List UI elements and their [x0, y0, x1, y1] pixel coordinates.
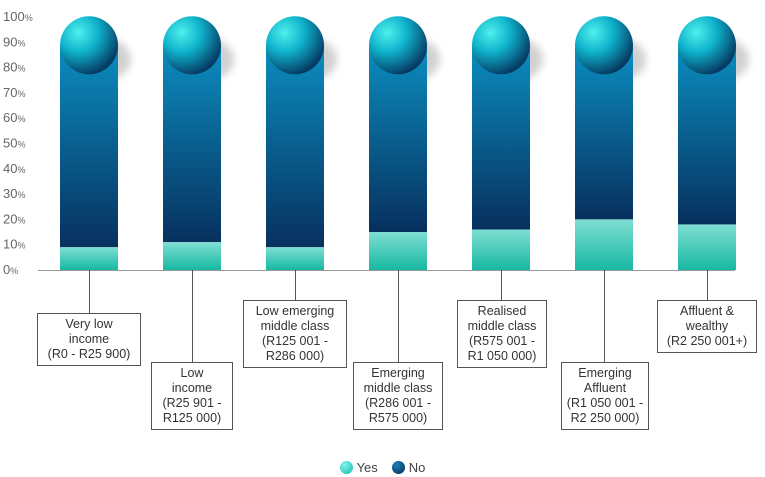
y-tick-label: 80% — [3, 60, 25, 75]
bar-yes-0 — [60, 247, 118, 270]
category-label-0: Very low income (R0 - R25 900) — [37, 313, 141, 366]
bar-no-4 — [472, 45, 530, 230]
bar-yes-1 — [163, 242, 221, 270]
y-tick-label: 30% — [3, 186, 25, 201]
bar-no-6 — [678, 45, 736, 225]
bar-cap-4 — [472, 16, 530, 75]
y-tick-unit: % — [17, 190, 25, 200]
y-tick-label: 20% — [3, 211, 25, 226]
y-tick-label: 100% — [3, 9, 33, 24]
bar-no-0 — [60, 45, 118, 248]
category-label-6: Affluent & wealthy (R2 250 001+) — [657, 300, 757, 353]
y-tick-label: 60% — [3, 110, 25, 125]
y-tick-unit: % — [17, 241, 25, 251]
legend-item-yes: Yes — [339, 459, 378, 475]
bar-cap-5 — [575, 16, 633, 75]
category-label-1: Low income (R25 901 - R125 000) — [151, 362, 233, 430]
bar-yes-3 — [369, 232, 427, 270]
y-tick-unit: % — [10, 266, 18, 276]
y-tick-unit: % — [17, 89, 25, 99]
y-tick-label: 70% — [3, 85, 25, 100]
y-tick-label: 0% — [3, 262, 18, 277]
y-tick-unit: % — [17, 215, 25, 225]
y-tick-label: 10% — [3, 237, 25, 252]
y-tick-unit: % — [25, 13, 33, 23]
legend: Yes No — [0, 458, 765, 476]
bar-yes-5 — [575, 219, 633, 270]
category-label-5: Emerging Affluent (R1 050 001 - R2 250 0… — [561, 362, 649, 430]
bar-cap-2 — [266, 16, 324, 75]
bar-cap-1 — [163, 16, 221, 75]
category-label-4: Realised middle class (R575 001 - R1 050… — [457, 300, 547, 368]
y-tick-unit: % — [17, 114, 25, 124]
legend-swatch-yes — [339, 460, 353, 474]
bar-yes-4 — [472, 229, 530, 270]
y-tick-label: 50% — [3, 136, 25, 151]
bar-cap-0 — [60, 16, 118, 75]
bar-cap-6 — [678, 16, 736, 75]
bar-yes-6 — [678, 224, 736, 270]
bar-yes-2 — [266, 247, 324, 270]
y-tick-label: 90% — [3, 34, 25, 49]
y-tick-unit: % — [17, 64, 25, 74]
label-connectors — [89, 270, 708, 362]
bar-cap-3 — [369, 16, 427, 75]
legend-swatch-no — [391, 460, 405, 474]
legend-label-yes: Yes — [356, 459, 378, 475]
legend-item-no: No — [391, 459, 426, 475]
legend-label-no: No — [408, 459, 426, 475]
category-label-2: Low emerging middle class (R125 001 - R2… — [243, 300, 347, 368]
y-tick-unit: % — [17, 140, 25, 150]
bar-no-5 — [575, 45, 633, 220]
y-axis: 0% 10% 20% 30% 40% 50% 60% 70% 80% 90% 100% — [3, 9, 735, 277]
bar-no-2 — [266, 45, 324, 248]
bar-no-3 — [369, 45, 427, 233]
y-tick-unit: % — [17, 38, 25, 48]
bar-no-1 — [163, 45, 221, 243]
bars — [60, 16, 749, 270]
category-label-3: Emerging middle class (R286 001 - R575 0… — [353, 362, 443, 430]
y-tick-label: 40% — [3, 161, 25, 176]
y-tick-unit: % — [17, 165, 25, 175]
